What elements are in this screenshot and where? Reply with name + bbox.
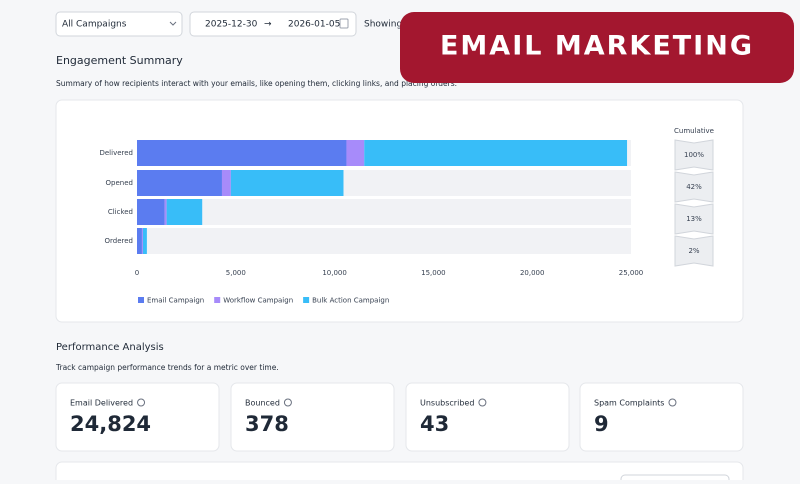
- legend-label: Email Campaign: [147, 297, 204, 305]
- campaign-select[interactable]: [55, 11, 183, 37]
- cumulative-label: 100%: [684, 151, 704, 159]
- metric-select[interactable]: [620, 474, 730, 484]
- legend-label: Workflow Campaign: [223, 297, 293, 305]
- info-icon: [137, 398, 146, 407]
- bar-track: [137, 199, 631, 225]
- x-tick-label: 20,000: [520, 269, 545, 277]
- x-tick-label: 0: [135, 269, 139, 277]
- y-tick-label: Ordered: [105, 237, 134, 245]
- x-tick-label: 15,000: [421, 269, 446, 277]
- cumulative-tag: [674, 203, 714, 235]
- metric-card: [579, 382, 744, 452]
- bar-segment: [142, 228, 147, 254]
- legend-swatch: [303, 297, 310, 303]
- metric-card: [55, 382, 220, 452]
- chevron: [169, 21, 177, 26]
- metric-value: 24,824: [70, 412, 151, 436]
- metric-label: Unsubscribed: [420, 399, 474, 408]
- metric-cards: Email Delivered 24,824 Bounced 378 Unsubscri…: [55, 382, 744, 452]
- bar-segment: [221, 170, 231, 196]
- metric-value: 9: [594, 412, 609, 436]
- metric-label: Bounced: [245, 399, 280, 408]
- bar-track: [137, 228, 631, 254]
- metric-label: Email Delivered: [70, 399, 133, 408]
- x-tick-label: 10,000: [322, 269, 347, 277]
- info-icon: [478, 398, 487, 407]
- x-tick-label: 25,000: [619, 269, 644, 277]
- bar-segment: [164, 199, 167, 225]
- bar-segment: [166, 199, 203, 225]
- metric-value: 43: [420, 412, 449, 436]
- legend-swatch: [214, 297, 221, 303]
- cumulative-tag: [674, 235, 714, 267]
- bar-segment: [346, 140, 365, 166]
- date-range[interactable]: [189, 11, 357, 37]
- metric-label: Spam Complaints: [594, 399, 664, 408]
- info-icon: [283, 398, 292, 407]
- showing-text: Showing: [364, 20, 402, 30]
- cumulative-title: Cumulative: [674, 127, 714, 135]
- metric-card: [230, 382, 395, 452]
- bar-segment: [141, 228, 143, 254]
- y-tick-label: Clicked: [108, 208, 133, 216]
- cumulative-tag: [674, 139, 714, 171]
- banner-text: EMAIL MARKETING: [440, 31, 754, 62]
- legend-label: Bulk Action Campaign: [312, 297, 389, 305]
- bar-segment: [137, 228, 142, 254]
- bar-segment: [230, 170, 344, 196]
- date-to: 2026-01-05: [288, 20, 340, 30]
- section-subtitle: Summary of how recipients interact with …: [56, 79, 457, 88]
- campaign-select-text: All Campaigns: [62, 20, 127, 30]
- cumulative-label: 42%: [686, 183, 702, 191]
- arrow: →: [264, 20, 272, 30]
- y-tick-label: Opened: [106, 179, 133, 187]
- calendar-icon: [339, 18, 349, 29]
- date-from: 2025-12-30: [205, 20, 258, 30]
- legend-swatch: [138, 297, 144, 303]
- bar-segment: [137, 170, 222, 196]
- bar-segment: [364, 140, 628, 166]
- cumulative-tag: [674, 171, 714, 203]
- cumulative-label: 2%: [688, 247, 699, 255]
- section-title: Performance Analysis: [56, 342, 164, 353]
- section-title: Engagement Summary: [56, 54, 183, 67]
- cumulative-label: 13%: [686, 215, 702, 223]
- info-icon: [668, 398, 677, 407]
- metric-card: [405, 382, 570, 452]
- banner: [400, 12, 794, 83]
- metric-value: 378: [245, 412, 289, 436]
- y-tick-label: Delivered: [99, 149, 133, 157]
- x-tick-label: 5,000: [226, 269, 246, 277]
- bar-segment: [137, 199, 165, 225]
- section-subtitle: Track campaign performance trends for a …: [55, 363, 279, 372]
- trend-card: [55, 461, 744, 484]
- bar-segment: [137, 140, 347, 166]
